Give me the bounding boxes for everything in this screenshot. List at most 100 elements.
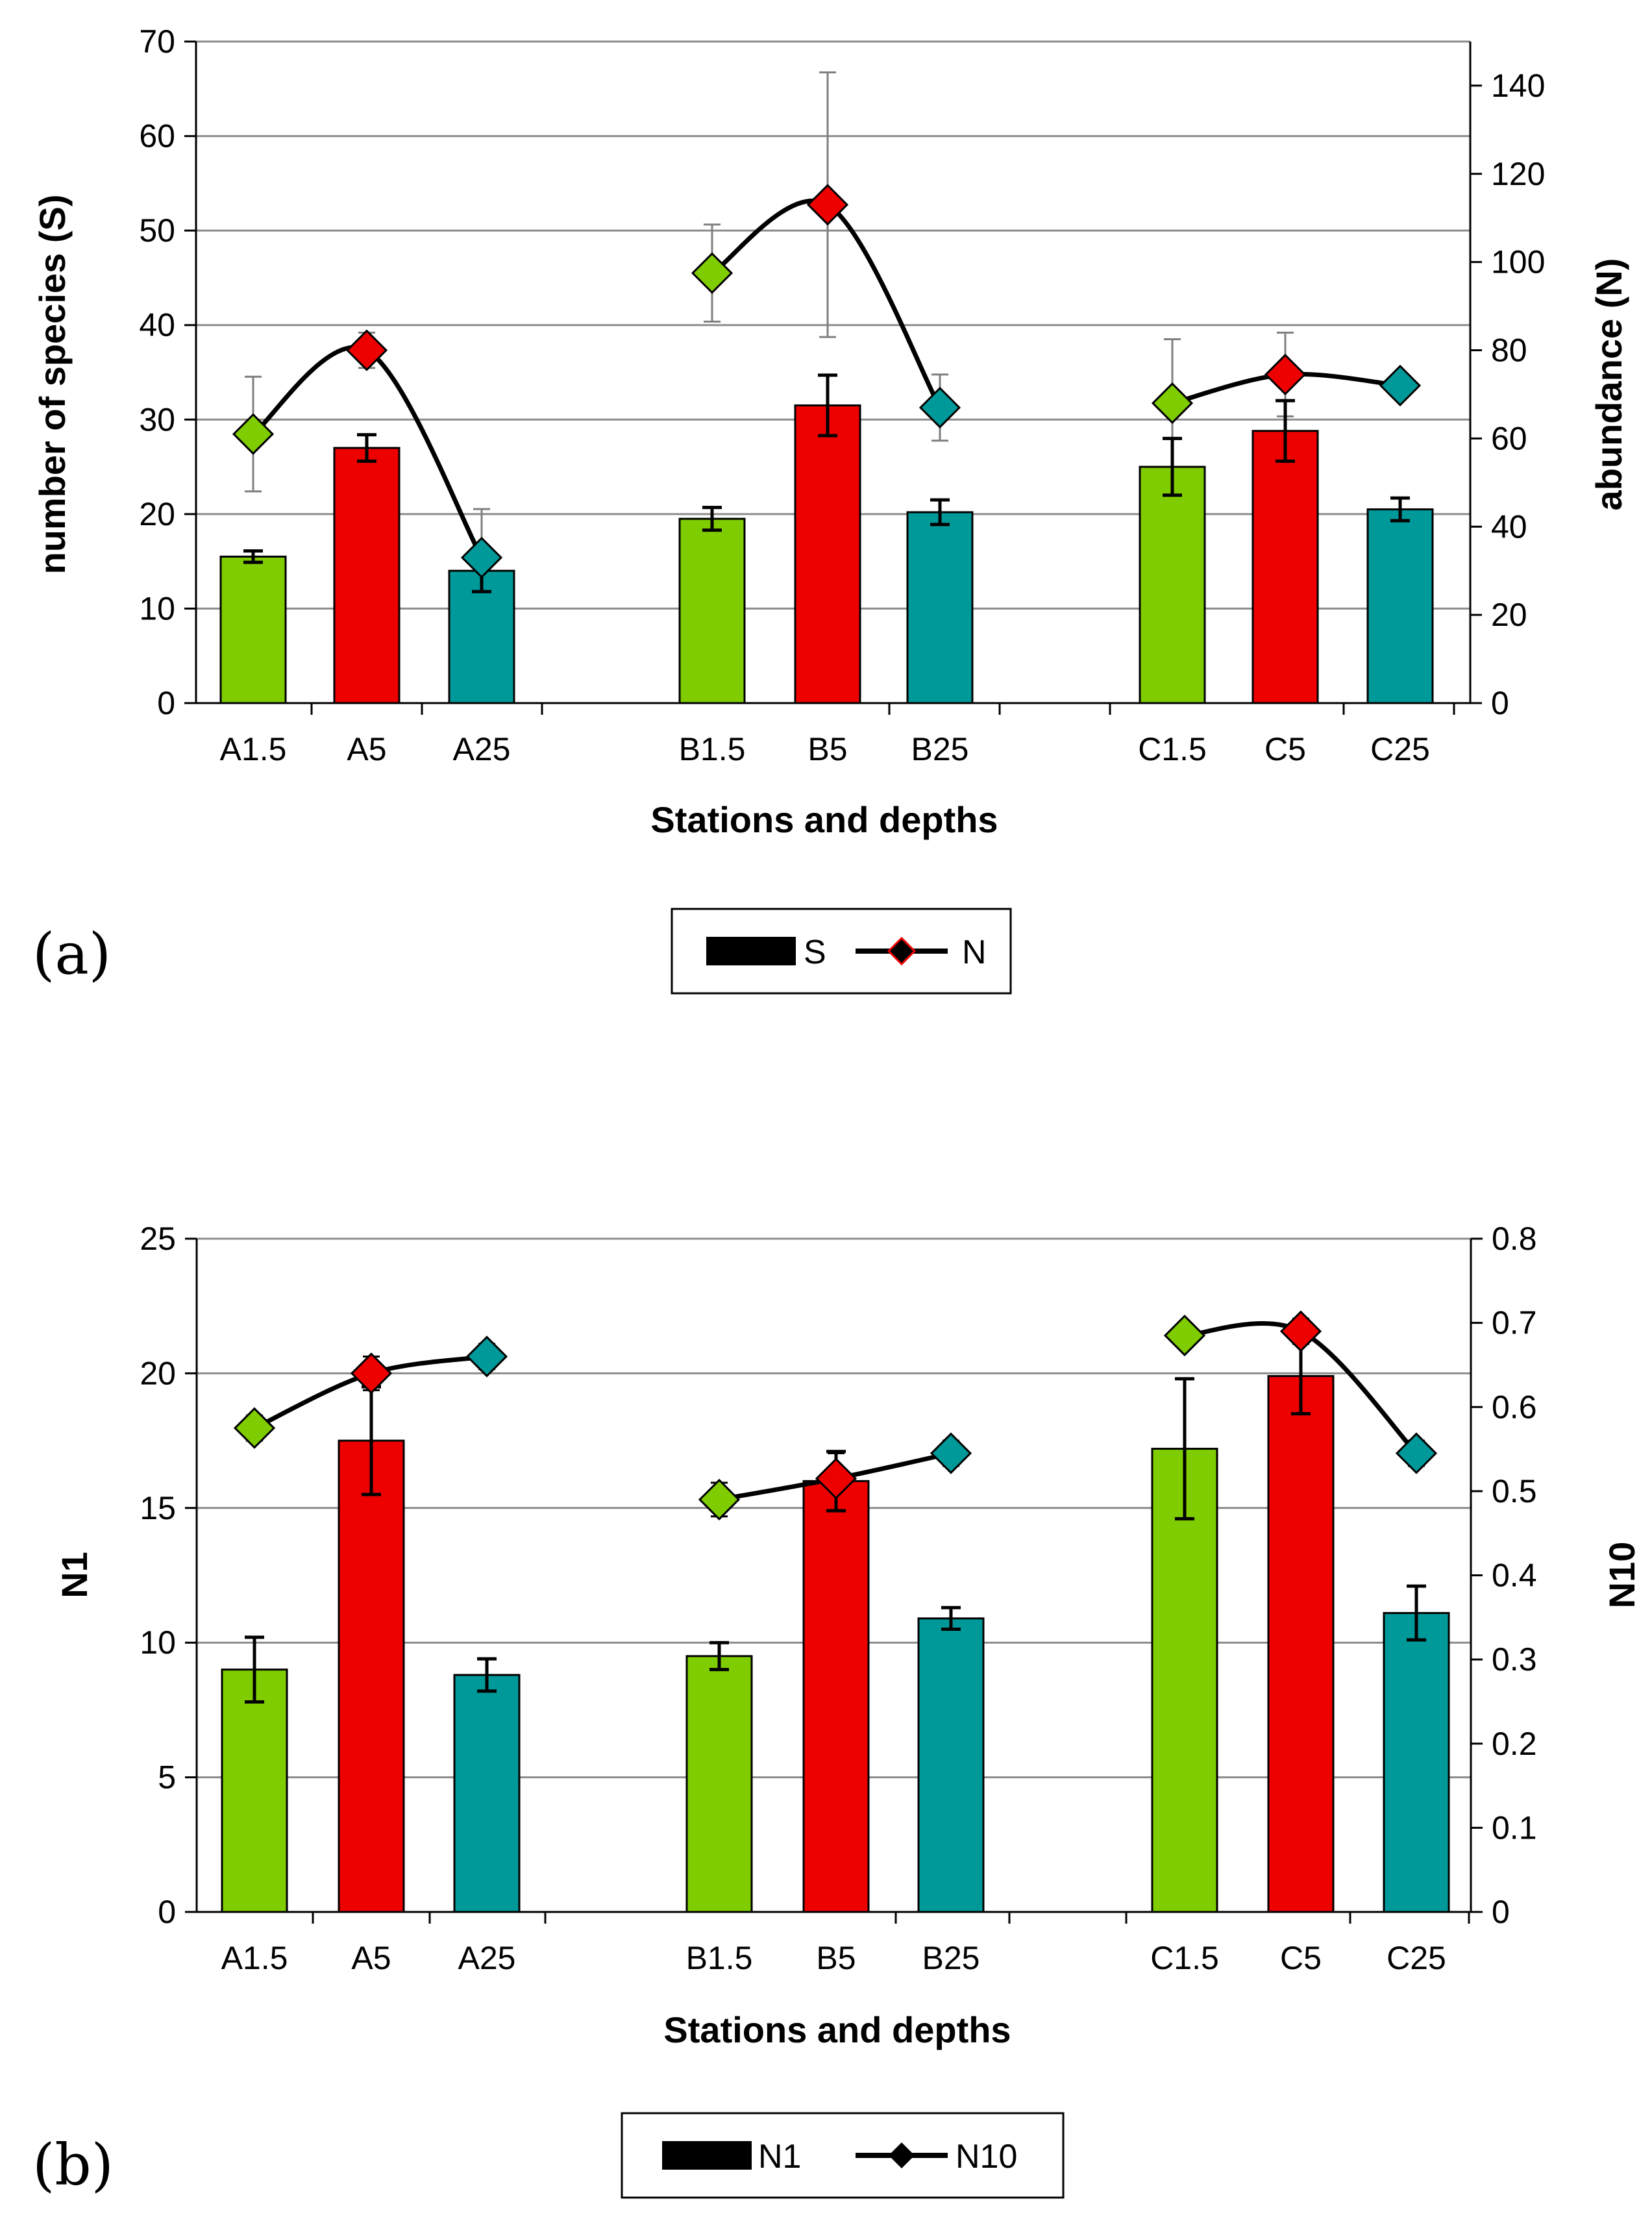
panel-b-n1-error-b25 xyxy=(941,1606,961,1631)
panel-b-marker-b25 xyxy=(930,1432,972,1474)
panel-b-marker-c5 xyxy=(1279,1310,1322,1352)
panel-b-marker-b5 xyxy=(815,1457,857,1500)
panel-b-legend-swatch-bar xyxy=(662,2141,752,2170)
panel-a-x-ticks: A1.5 A5 A25 B1.5 B5 B25 C1.5 C5 C25 xyxy=(220,731,1430,767)
panel-a-legend-label-n: N xyxy=(962,934,987,971)
panel-a-y-tick-label: 70 xyxy=(139,23,175,60)
panel-b-y-axis-title: N1 xyxy=(54,1552,95,1598)
panel-b-x-tick-label-b5: B5 xyxy=(816,1940,856,1976)
panel-a-y2-tick-label: 20 xyxy=(1491,597,1527,633)
panel-b-x-tick-label-b1-5: B1.5 xyxy=(686,1940,753,1976)
panel-a-bar-b25 xyxy=(906,511,974,704)
panel-b-x-tick-label-c25: C25 xyxy=(1387,1940,1446,1976)
panel-a-y2-tick-label: 120 xyxy=(1491,156,1545,192)
panel-b-x-tick-label-a5: A5 xyxy=(351,1940,391,1976)
panel-a-marker-c1-5 xyxy=(1151,382,1194,425)
panel-a-y2-tick-label: 140 xyxy=(1491,68,1545,104)
panel-b-n1-error-a1-5 xyxy=(245,1635,264,1704)
panel-a-n-error-bars xyxy=(245,71,1294,608)
panel-a-bar-error-bars xyxy=(243,373,1410,593)
panel-a-markers xyxy=(232,184,1422,578)
panel-a-legend: S N xyxy=(671,908,1012,995)
panel-b-marker-c25 xyxy=(1395,1432,1438,1474)
panel-b-n1-error-b1-5 xyxy=(709,1641,729,1672)
panel-a-bar-b5 xyxy=(794,404,861,704)
panel-b-y-tick-label: 0 xyxy=(158,1894,176,1930)
panel-a-bar-b1-5 xyxy=(678,517,746,704)
panel-b-y2-axis-title: N10 xyxy=(1601,1542,1642,1609)
panel-b-y-tick-label: 15 xyxy=(140,1490,176,1526)
panel-b-y2-tick-label: 0.2 xyxy=(1492,1726,1537,1762)
panel-b-label: (b) xyxy=(32,2131,114,2198)
panel-a-s-error-b1-5 xyxy=(702,506,722,532)
panel-b-markers xyxy=(233,1310,1438,1520)
panel-b-y2-tick-label: 0.4 xyxy=(1492,1557,1537,1594)
panel-b-bar-a5 xyxy=(338,1439,405,1913)
panel-b-marker-b1-5 xyxy=(698,1478,741,1520)
panel-b-legend-label-n1: N1 xyxy=(758,2138,801,2176)
panel-b-y2-tick-label: 0.5 xyxy=(1492,1473,1537,1509)
panel-a-marker-c25 xyxy=(1379,364,1422,407)
panel-a-bar-a1-5 xyxy=(219,555,287,704)
panel-a-label: (a) xyxy=(32,921,111,987)
panel-b-bar-b25 xyxy=(917,1617,985,1913)
panel-a-s-error-c25 xyxy=(1390,496,1410,523)
panel-b-x-ticks: A1.5 A5 A25 B1.5 B5 B25 C1.5 C5 C25 xyxy=(221,1940,1446,1976)
panel-b-marker-a1-5 xyxy=(233,1407,276,1449)
panel-b-bar-c25 xyxy=(1383,1612,1450,1913)
panel-b-x-axis-title: Stations and depths xyxy=(663,2009,1011,2050)
panel-a-s-error-a1-5 xyxy=(243,549,263,564)
panel-a-legend-swatch-marker xyxy=(887,936,917,966)
panel-b-y2-tick-label: 0.1 xyxy=(1492,1809,1537,1846)
panel-b-bar-b5 xyxy=(802,1480,870,1913)
panel-a-x-tick-label-c5: C5 xyxy=(1264,731,1306,767)
panel-b-n1-error-a25 xyxy=(477,1657,497,1693)
panel-b-x-tick-label-c1-5: C1.5 xyxy=(1150,1940,1219,1976)
panel-a-x-tick-label-b5: B5 xyxy=(808,731,847,767)
panel-b-x-tick-label-a1-5: A1.5 xyxy=(221,1940,288,1976)
panel-b-y2-tick-label: 0.6 xyxy=(1492,1389,1537,1425)
panel-b-bar-a1-5 xyxy=(221,1668,288,1913)
panel-b-bar-a25 xyxy=(453,1674,521,1913)
panel-a-legend-label-s: S xyxy=(804,934,826,971)
panel-a-y-tick-label: 30 xyxy=(139,401,175,438)
panel-a-y2-tick-label: 40 xyxy=(1491,508,1527,545)
panel-b-legend-swatch-marker xyxy=(889,2142,915,2168)
panel-a-x-tick-label-c25: C25 xyxy=(1370,731,1430,767)
panel-b-y2-tick-label: 0 xyxy=(1492,1894,1510,1930)
panel-a-s-error-c5 xyxy=(1276,399,1295,463)
panel-a-bars xyxy=(219,404,1434,704)
panel-a-x-tick-label-a5: A5 xyxy=(347,731,386,767)
panel-b-y2-tick-label: 0.8 xyxy=(1492,1221,1537,1257)
panel-b-y-tick-label: 20 xyxy=(140,1355,176,1391)
panel-b-marker-a25 xyxy=(465,1335,508,1378)
panel-b-y2-ticks: 0 0.1 0.2 0.3 0.4 0.5 0.6 0.7 0.8 xyxy=(1471,1221,1537,1930)
panel-a-marker-a25 xyxy=(460,536,503,578)
panel-b-y-ticks: 0 5 10 15 20 25 xyxy=(140,1221,197,1930)
panel-a-x-tick-label-b25: B25 xyxy=(911,731,969,767)
panel-a-x-tick-label-c1-5: C1.5 xyxy=(1138,731,1207,767)
panel-b-y-tick-label: 5 xyxy=(158,1759,176,1796)
panel-b-y2-tick-label: 0.3 xyxy=(1492,1641,1537,1678)
panel-b-legend: N1 N10 xyxy=(621,2112,1065,2199)
panel-a-y-ticks: 0 10 20 30 40 50 60 70 xyxy=(139,23,196,721)
panel-a-x-tick-label-b1-5: B1.5 xyxy=(679,731,746,767)
panel-b-y2-tick-label: 0.7 xyxy=(1492,1305,1537,1341)
panel-a-y-tick-label: 60 xyxy=(139,118,175,155)
panel-a-y-tick-label: 0 xyxy=(157,685,175,721)
panel-a-s-error-b25 xyxy=(930,498,950,527)
panel-a-y-tick-label: 40 xyxy=(139,307,175,343)
panel-a-y-tick-label: 20 xyxy=(139,496,175,532)
panel-a-marker-a5 xyxy=(345,329,388,371)
panel-a-x-axis-title: Stations and depths xyxy=(650,799,998,840)
panel-a-bar-c1-5 xyxy=(1139,465,1206,704)
panel-a-y2-ticks: 0 20 40 60 80 100 120 140 xyxy=(1470,68,1545,721)
panel-a-bar-c25 xyxy=(1366,508,1434,704)
panel-b-n1-error-c25 xyxy=(1407,1584,1426,1642)
panel-b-bar-c5 xyxy=(1267,1375,1335,1913)
panel-a-marker-b5 xyxy=(806,184,849,226)
panel-a-y-tick-label: 10 xyxy=(139,590,175,626)
panel-a-y2-tick-label: 100 xyxy=(1491,244,1545,280)
panel-b-x-tick-label-a25: A25 xyxy=(458,1940,516,1976)
